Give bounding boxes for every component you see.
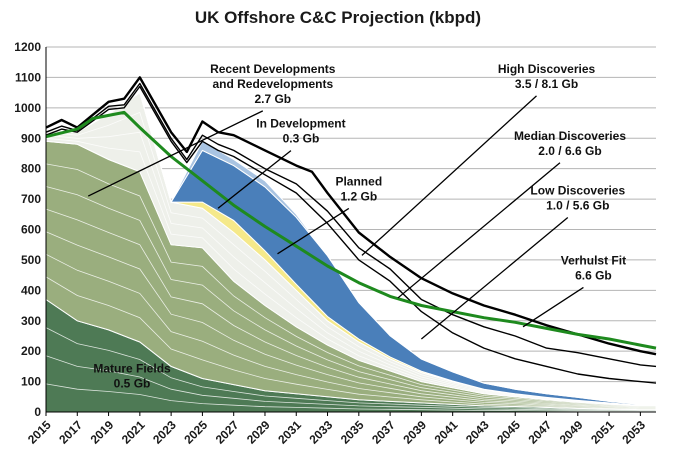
field-separator-line <box>45 276 656 410</box>
x-tick-label: 2035 <box>338 418 367 447</box>
y-tick-label: 1200 <box>14 40 41 54</box>
field-separator-line <box>45 137 656 407</box>
x-tick-label: 2025 <box>181 418 210 447</box>
annotation-text: Planned <box>335 174 382 188</box>
x-tick-label: 2029 <box>244 418 273 447</box>
projection-lines <box>45 76 657 384</box>
field-separator-line <box>45 163 656 407</box>
y-tick-label: 0 <box>34 405 41 419</box>
annotation-text: Verhulst Fit <box>561 253 626 267</box>
y-tick-label: 100 <box>21 375 41 389</box>
y-tick-label: 1100 <box>15 70 41 84</box>
x-tick-label: 2027 <box>213 418 242 447</box>
annotation-leader-6 <box>522 286 584 328</box>
x-tick-label: 2053 <box>619 418 648 447</box>
x-tick-label: 2051 <box>588 418 617 447</box>
field-separator-line <box>45 111 656 406</box>
annotation-leader-1 <box>217 150 292 209</box>
annotation-text: Recent Developments <box>210 62 336 76</box>
annotation-text: 1.2 Gb <box>340 189 377 203</box>
y-tick-label: 1000 <box>14 101 41 115</box>
y-tick-label: 800 <box>21 162 41 176</box>
field-separator-line <box>45 327 656 411</box>
x-tick-label: 2021 <box>119 418 148 447</box>
x-tick-label: 2023 <box>150 418 179 447</box>
annotation-leader-3 <box>361 95 537 256</box>
annotation-text: 2.7 Gb <box>254 92 291 106</box>
y-tick-label: 600 <box>21 223 41 237</box>
line-series-2 <box>45 85 657 384</box>
x-tick-label: 2037 <box>369 418 398 447</box>
x-tick-label: 2017 <box>56 418 85 447</box>
line-series-3 <box>45 110 657 350</box>
annotation-text: 0.3 Gb <box>283 132 320 146</box>
field-separator-line <box>45 208 656 408</box>
x-tick-label: 2039 <box>400 418 429 447</box>
annotation-text: Median Discoveries <box>514 129 626 143</box>
line-series-1 <box>45 82 657 368</box>
y-tick-label: 900 <box>21 131 41 145</box>
y-tick-label: 200 <box>21 344 41 358</box>
annotation-text: 0.5 Gb <box>114 376 151 390</box>
annotation-leader-4 <box>397 162 561 299</box>
field-separator-line <box>45 131 656 406</box>
annotation-leader-0 <box>87 110 264 197</box>
y-tick-label: 500 <box>21 253 41 267</box>
y-tick-label: 400 <box>21 283 41 297</box>
x-tick-label: 2049 <box>557 418 586 447</box>
y-tick-label: 700 <box>21 192 41 206</box>
field-separator-line <box>45 231 656 409</box>
annotation-text: 6.6 Gb <box>575 268 612 282</box>
annotation-text: and Redevelopments <box>212 77 333 91</box>
annotation-text: 2.0 / 6.6 Gb <box>538 144 601 158</box>
annotation-leader-2 <box>277 207 350 255</box>
annotation-text: Low Discoveries <box>530 184 625 198</box>
line-series-0 <box>45 76 657 356</box>
x-tick-label: 2041 <box>432 418 461 447</box>
annotation-leader-5 <box>420 217 569 340</box>
annotation-text: 3.5 / 8.1 Gb <box>515 77 578 91</box>
x-tick-label: 2045 <box>494 418 523 447</box>
x-tick-label: 2015 <box>25 418 54 447</box>
annotation-text: High Discoveries <box>498 62 596 76</box>
annotation-text: 1.0 / 5.6 Gb <box>546 199 609 213</box>
stacked-areas <box>45 91 657 413</box>
annotation-text: In Development <box>256 117 345 131</box>
y-tick-label: 300 <box>21 314 41 328</box>
field-separator-line <box>45 355 656 412</box>
x-tick-label: 2043 <box>463 418 492 447</box>
x-tick-label: 2019 <box>88 418 117 447</box>
x-tick-label: 2047 <box>526 418 555 447</box>
x-tick-label: 2031 <box>275 418 304 447</box>
x-tick-label: 2033 <box>307 418 336 447</box>
field-separator-line <box>45 253 656 409</box>
annotation-text: Mature Fields <box>93 361 171 375</box>
field-separator-line <box>45 186 656 408</box>
chart-title: UK Offshore C&C Projection (kbpd) <box>194 8 482 27</box>
field-separator-line <box>45 383 656 412</box>
